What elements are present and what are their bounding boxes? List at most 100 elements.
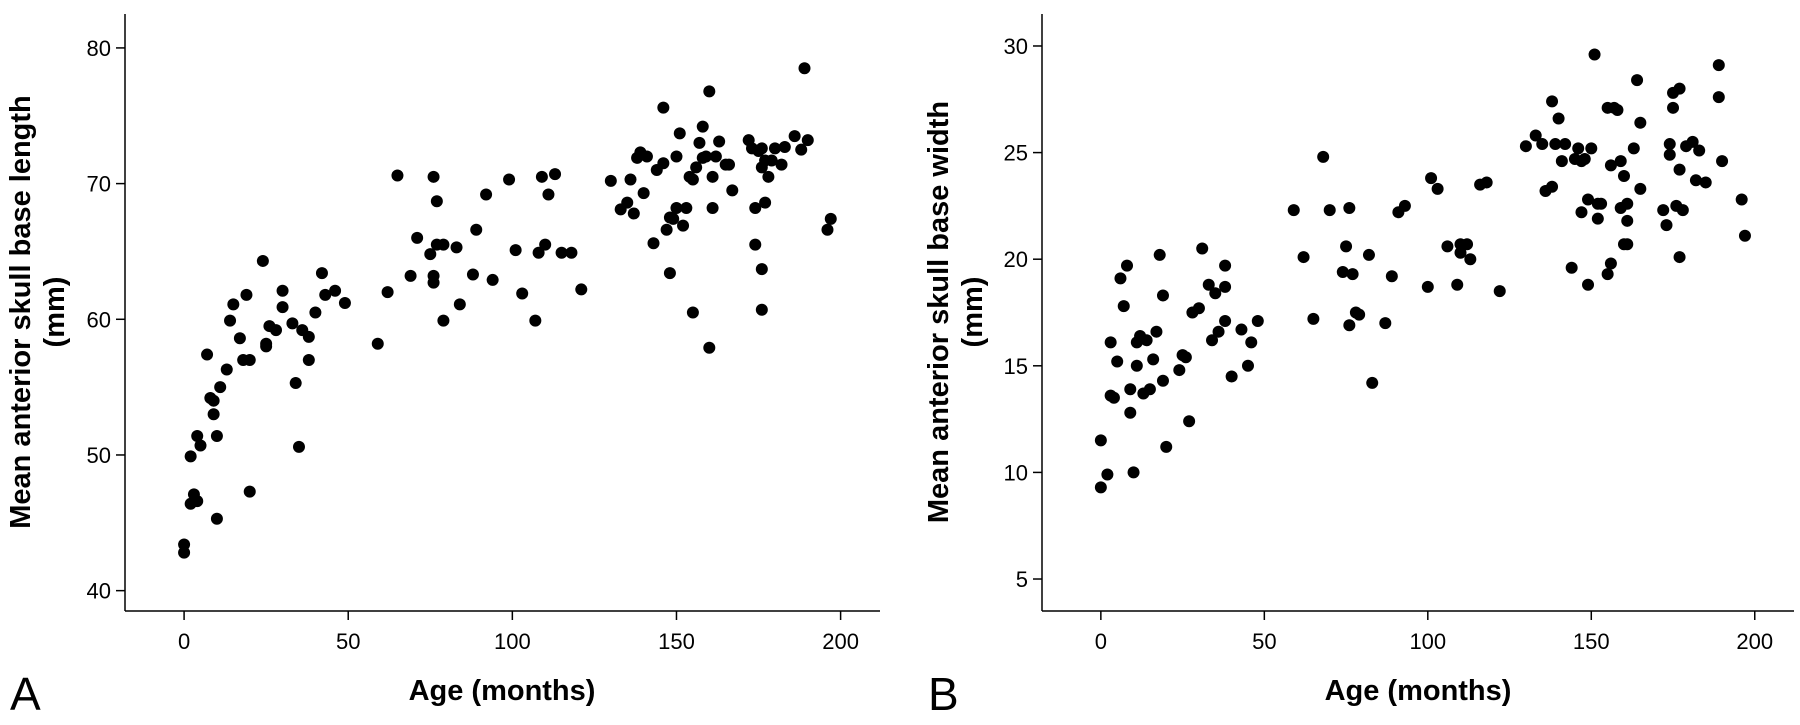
panel-a-data-point [686,306,699,319]
panel-b-data-point [1555,155,1568,168]
panel-a-data-point [723,158,735,171]
panel-b-data-point [1519,140,1532,153]
panel-a-data-point [726,184,739,197]
panel-b-data-point [1225,370,1238,383]
panel-b-data-point [1117,300,1130,313]
panel-a-x-ticks: 0 50 100 150 200 [178,611,859,654]
panel-a-data-point [680,202,693,215]
panel-a: 40 50 60 70 80 0 50 100 150 200 Age (months) Mea… [5,14,880,720]
panel-b-data-point [1657,204,1670,217]
panel-a-data-point [535,170,548,183]
panel-a-data-point [575,283,588,296]
panel-b-data-point [1627,142,1640,155]
panel-b-data-point [1663,148,1676,161]
panel-b-letter: B [928,668,959,720]
panel-a-data-point [381,286,394,299]
panel-b-data-point [1196,242,1209,255]
panel-a-data-point [801,134,814,147]
panel-b-y-axis-title-line1: Mean anterior skull base width [923,101,955,523]
panel-b-data-point [1150,325,1163,338]
panel-a-data-point [627,207,640,220]
panel-a-data-point [749,238,762,251]
panel-a-data-point [276,301,289,314]
panel-a-data-point [621,196,634,209]
panel-a-data-point [604,174,617,187]
panel-b-data-point [1676,204,1689,217]
panel-a-data-point [338,297,351,310]
panel-a-data-point [184,450,197,463]
panel-a-data-point [663,267,676,280]
panel-b-data-point [1212,325,1225,338]
panel-a-data-point [529,314,542,327]
panel-b-y-tick-label: 30 [1004,34,1028,59]
panel-a-y-tick-label: 50 [87,443,111,468]
panel-a-data-point [371,337,384,350]
panel-a-y-tick-label: 40 [87,579,111,604]
panel-b-data-point [1441,240,1454,253]
panel-a-data-point [713,135,726,148]
panel-a-data-point [453,298,466,311]
panel-a-data-point [503,173,516,186]
panel-a-data-point [686,173,699,186]
panel-a-data-point [260,340,273,353]
panel-b-data-point [1621,214,1634,227]
panel-b-data-point [1323,204,1336,217]
panel-a-data-point [256,254,269,267]
panel-a-y-tick-label: 70 [87,172,111,197]
panel-b-data-point [1546,180,1559,193]
panel-a-points [178,62,837,559]
panel-b-x-tick-label: 200 [1736,629,1773,654]
panel-a-data-point [411,231,424,244]
panel-a-data-point [319,288,332,301]
panel-a-letter: A [10,668,41,720]
panel-a-data-point [700,150,713,163]
panel-b-data-point [1206,334,1219,347]
panel-b-data-point [1461,238,1474,251]
panel-a-data-point [703,85,716,98]
panel-b-data-point [1156,374,1169,387]
panel-b-data-point [1634,116,1647,129]
panel-b-y-axis-title-line2: (mm) [957,277,989,348]
panel-a-data-point [539,238,552,251]
panel-a-data-point [220,363,233,376]
panel-a-data-point [178,546,191,559]
panel-b-data-point [1183,415,1196,428]
panel-a-data-point [762,170,775,183]
panel-a-data-point [427,170,440,183]
panel-a-data-point [778,140,791,153]
panel-b-data-point [1219,259,1232,272]
panel-a-data-point [243,353,256,366]
panel-b-data-point [1140,334,1153,347]
panel-a-data-point [660,223,673,236]
panel-a-data-point [329,284,342,297]
panel-b-data-point [1559,138,1572,151]
panel-b-y-tick-label: 15 [1004,354,1028,379]
panel-b-y-tick-label: 10 [1004,460,1028,485]
panel-b-data-point [1493,285,1506,298]
panel-b-data-point [1317,150,1330,163]
panel-b-data-point [1601,268,1614,281]
panel-a-data-point [706,170,719,183]
panel-b-data-point [1209,287,1222,300]
panel-b-data-point [1614,155,1627,168]
panel-b-data-point [1094,434,1107,447]
panel-a-data-point [795,143,808,156]
panel-b-x-axis-title: Age (months) [1325,675,1512,707]
panel-b-data-point [1101,468,1114,481]
panel-a-data-point [670,150,683,163]
panel-b-data-point [1565,261,1578,274]
panel-b-data-point [1160,440,1173,453]
panel-b-data-point [1307,312,1320,325]
panel-b-x-tick-label: 0 [1095,629,1107,654]
panel-a-data-point [470,223,483,236]
panel-b-data-point [1699,176,1712,189]
panel-b-y-ticks: 5 10 15 20 25 30 [1004,34,1042,592]
panel-a-data-point [302,353,315,366]
panel-b-data-point [1346,268,1359,281]
panel-a-x-tick-label: 0 [178,629,190,654]
panel-a-data-point [824,212,837,225]
panel-a-data-point [532,246,545,259]
panel-b-data-point [1689,174,1702,187]
panel-a-data-point [821,223,834,236]
panel-a-data-point [690,161,703,174]
